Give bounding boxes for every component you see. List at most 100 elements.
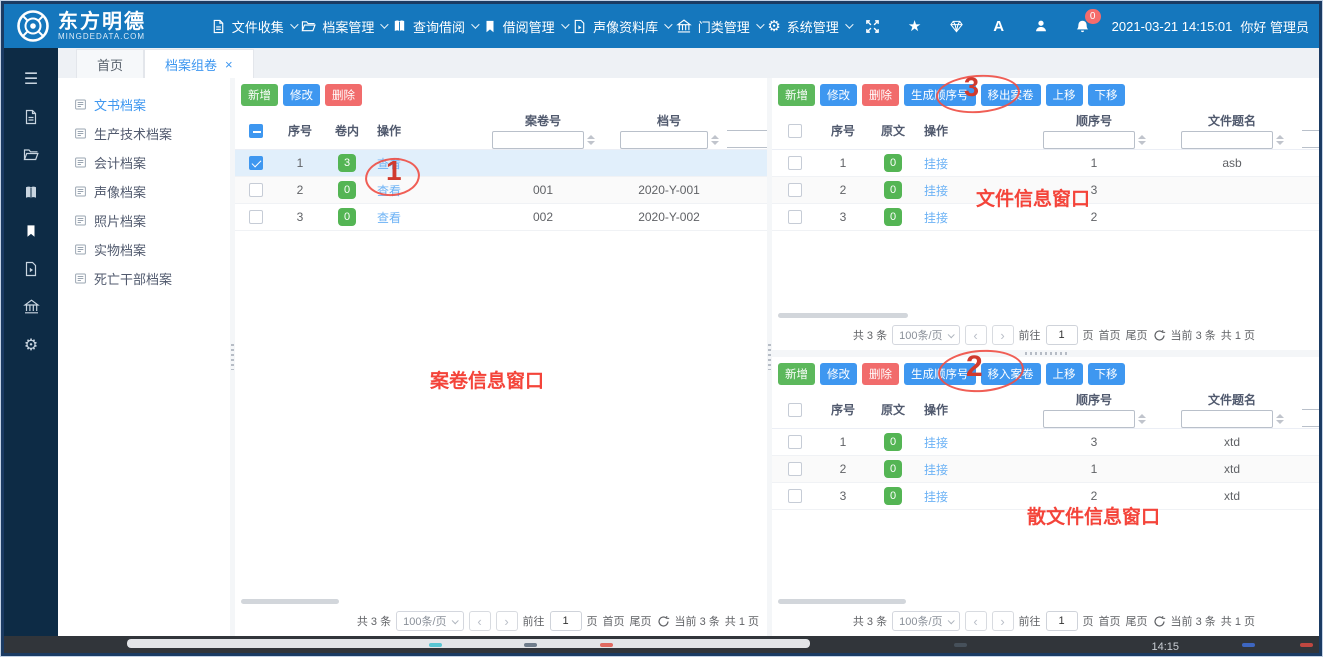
next-page-button[interactable]: › [495, 611, 518, 631]
table-row[interactable]: 2 0 查看 001 2020-Y-001 [235, 177, 767, 204]
menu-archive-manage[interactable]: 档案管理 [301, 17, 390, 36]
sort-toggle[interactable] [1275, 414, 1284, 424]
goto-page-input[interactable] [1045, 325, 1078, 345]
attach-link[interactable]: 挂接 [924, 435, 949, 450]
select-all-checkbox[interactable] [788, 123, 802, 138]
table-row[interactable]: 2 0 挂接 3 [772, 177, 1319, 204]
tree-item-audio-visual[interactable]: 声像档案 [58, 177, 230, 206]
delete-button[interactable]: 删除 [325, 84, 362, 106]
favorite-star-icon[interactable]: ★ [907, 18, 922, 35]
row-checkbox[interactable] [788, 435, 802, 449]
horizontal-splitter[interactable] [772, 350, 1319, 357]
move-out-button[interactable]: 移出案卷 [980, 84, 1041, 106]
attach-link[interactable]: 挂接 [924, 462, 949, 477]
first-page-button[interactable]: 首页 [1098, 330, 1121, 342]
refresh-icon[interactable] [1153, 329, 1166, 342]
add-button[interactable]: 新增 [778, 84, 815, 106]
page-size-select[interactable]: 100条/页 [892, 611, 960, 631]
sidebar-query-borrow-icon[interactable] [4, 174, 58, 212]
title-filter-input[interactable] [1180, 410, 1273, 428]
sidebar-borrow-manage-icon[interactable] [4, 212, 58, 250]
font-size-icon[interactable]: A [993, 17, 1005, 35]
table-row[interactable]: 3 0 挂接 2 xtd [772, 483, 1319, 510]
edit-button[interactable]: 修改 [820, 363, 857, 385]
attach-link[interactable]: 挂接 [924, 489, 949, 504]
select-all-checkbox[interactable] [788, 402, 802, 417]
delete-button[interactable]: 删除 [862, 84, 899, 106]
sort-toggle[interactable] [1137, 414, 1146, 424]
move-up-button[interactable]: 上移 [1045, 84, 1083, 106]
menu-file-collect[interactable]: 文件收集 [211, 17, 299, 36]
attach-link[interactable]: 挂接 [924, 210, 949, 225]
title-filter-input[interactable] [1180, 131, 1273, 149]
move-down-button[interactable]: 下移 [1087, 84, 1125, 106]
table-row[interactable]: 1 0 挂接 3 xtd [772, 429, 1319, 456]
tree-item-accounting[interactable]: 会计档案 [58, 148, 230, 177]
row-checkbox[interactable] [249, 156, 263, 170]
prev-page-button[interactable]: ‹ [964, 611, 987, 631]
attach-link[interactable]: 挂接 [924, 183, 949, 198]
order-no-filter-input[interactable] [1042, 131, 1135, 149]
menu-system-manage[interactable]: ⚙ 系统管理 [767, 17, 854, 36]
view-link[interactable]: 查看 [377, 210, 402, 225]
tree-item-production-tech[interactable]: 生产技术档案 [58, 119, 230, 148]
menu-borrow-manage[interactable]: 借阅管理 [483, 17, 570, 36]
sort-toggle[interactable] [710, 135, 719, 145]
tree-item-photo[interactable]: 照片档案 [58, 206, 230, 235]
page-size-select[interactable]: 100条/页 [892, 325, 960, 345]
goto-page-input[interactable] [549, 611, 582, 631]
add-button[interactable]: 新增 [241, 84, 278, 106]
prev-page-button[interactable]: ‹ [964, 325, 987, 345]
view-link[interactable]: 查看 [377, 156, 402, 171]
row-checkbox[interactable] [788, 156, 802, 170]
move-up-button[interactable]: 上移 [1045, 363, 1083, 385]
extra-filter-input[interactable] [727, 129, 767, 148]
edit-button[interactable]: 修改 [283, 84, 320, 106]
refresh-icon[interactable] [1153, 615, 1166, 628]
extra-filter-input[interactable] [1302, 408, 1319, 427]
tree-item-physical[interactable]: 实物档案 [58, 235, 230, 264]
scrollbar-thumb[interactable] [241, 599, 339, 604]
row-checkbox[interactable] [249, 210, 263, 224]
file-no-filter-input[interactable] [619, 131, 708, 149]
edit-button[interactable]: 修改 [820, 84, 857, 106]
last-page-button[interactable]: 尾页 [1125, 330, 1148, 342]
last-page-button[interactable]: 尾页 [1125, 616, 1148, 628]
tab-home[interactable]: 首页 [76, 49, 145, 78]
table-row[interactable]: 3 0 查看 002 2020-Y-002 [235, 204, 767, 231]
view-link[interactable]: 查看 [377, 183, 402, 198]
generate-order-button[interactable]: 生成顺序号 [904, 84, 976, 106]
menu-media-library[interactable]: 声像资料库 [572, 17, 673, 36]
row-checkbox[interactable] [788, 183, 802, 197]
sidebar-file-collect-icon[interactable] [4, 98, 58, 136]
table-row[interactable]: 3 0 挂接 2 [772, 204, 1319, 231]
move-in-button[interactable]: 移入案卷 [980, 363, 1041, 385]
tree-item-deceased-cadre[interactable]: 死亡干部档案 [58, 264, 230, 293]
next-page-button[interactable]: › [991, 325, 1014, 345]
page-horizontal-scrollbar[interactable] [127, 639, 810, 648]
add-button[interactable]: 新增 [778, 363, 815, 385]
user-icon[interactable] [1032, 17, 1050, 35]
brand-logo[interactable]: 东方明德 MINGDEDATA.COM [16, 9, 208, 43]
first-page-button[interactable]: 首页 [602, 616, 625, 628]
row-checkbox[interactable] [788, 489, 802, 503]
sort-toggle[interactable] [1275, 135, 1284, 145]
sidebar-archive-manage-icon[interactable] [4, 136, 58, 174]
move-down-button[interactable]: 下移 [1087, 363, 1125, 385]
sidebar-media-library-icon[interactable] [4, 250, 58, 288]
scrollbar-thumb[interactable] [778, 599, 906, 604]
menu-category-manage[interactable]: 门类管理 [675, 17, 765, 36]
tree-splitter[interactable] [230, 78, 235, 636]
table-row[interactable]: 1 0 挂接 1 asb [772, 150, 1319, 177]
menu-query-borrow[interactable]: 查询借阅 [392, 17, 480, 36]
sidebar-category-manage-icon[interactable] [4, 288, 58, 326]
order-no-filter-input[interactable] [1042, 410, 1135, 428]
select-all-checkbox[interactable] [249, 123, 263, 138]
row-checkbox[interactable] [788, 462, 802, 476]
table-row[interactable]: 1 3 查看 [235, 150, 767, 177]
tree-item-document-archive[interactable]: 文书档案 [58, 90, 230, 119]
delete-button[interactable]: 删除 [862, 363, 899, 385]
row-checkbox[interactable] [249, 183, 263, 197]
page-size-select[interactable]: 100条/页 [396, 611, 464, 631]
goto-page-input[interactable] [1045, 611, 1078, 631]
